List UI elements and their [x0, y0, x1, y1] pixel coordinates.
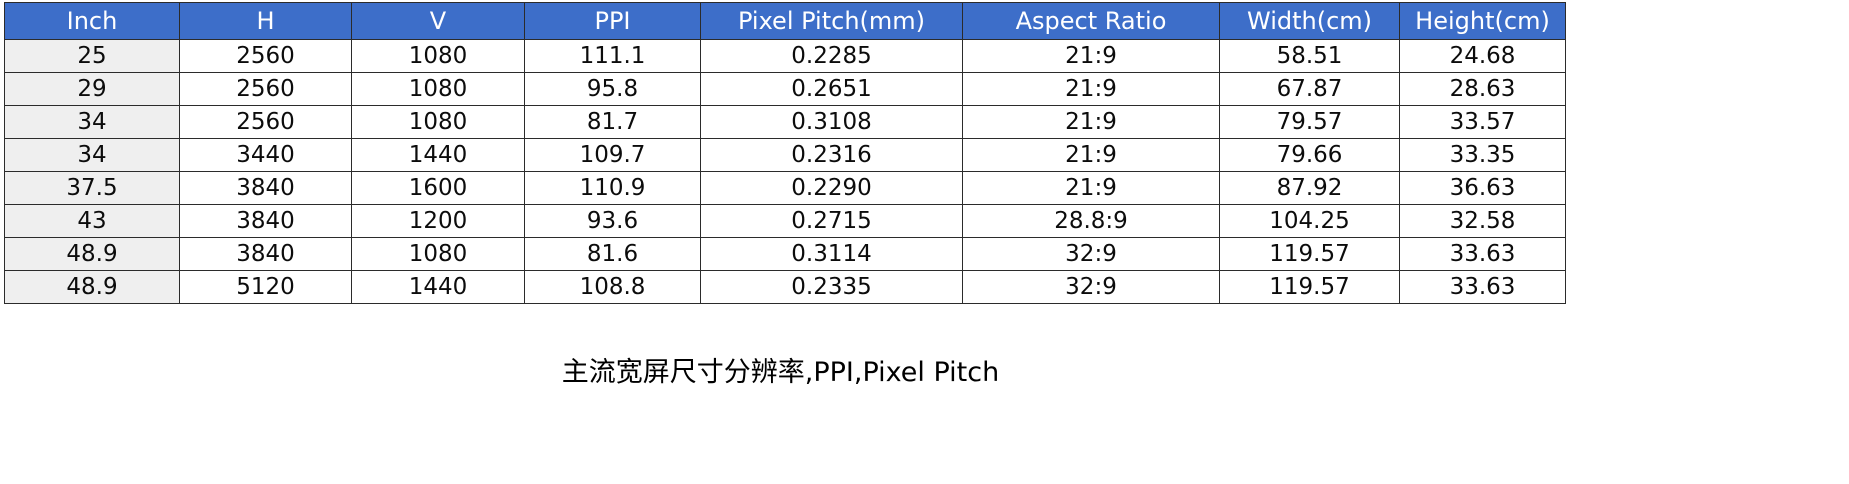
monitor-spec-table: Inch H V PPI Pixel Pitch(mm) Aspect Rati…	[4, 2, 1566, 304]
cell-pixel-pitch: 0.2316	[700, 138, 963, 172]
table-row: 34 3440 1440 109.7 0.2316 21:9 79.66 33.…	[4, 138, 1566, 172]
cell-h: 3440	[179, 138, 352, 172]
cell-pixel-pitch: 0.2290	[700, 171, 963, 205]
cell-aspect-ratio: 32:9	[962, 270, 1220, 304]
cell-pixel-pitch: 0.2335	[700, 270, 963, 304]
table-caption: 主流宽屏尺寸分辨率,PPI,Pixel Pitch	[561, 357, 1000, 388]
cell-aspect-ratio: 21:9	[962, 105, 1220, 139]
table-row: 25 2560 1080 111.1 0.2285 21:9 58.51 24.…	[4, 39, 1566, 73]
cell-h: 2560	[179, 105, 352, 139]
cell-pixel-pitch: 0.2651	[700, 72, 963, 106]
cell-v: 1080	[351, 237, 525, 271]
cell-inch: 25	[4, 39, 180, 73]
column-header-height-cm: Height(cm)	[1399, 2, 1566, 40]
cell-pixel-pitch: 0.3108	[700, 105, 963, 139]
cell-inch: 29	[4, 72, 180, 106]
cell-inch: 34	[4, 138, 180, 172]
column-header-inch: Inch	[4, 2, 180, 40]
cell-ppi: 110.9	[524, 171, 701, 205]
cell-height-cm: 24.68	[1399, 39, 1566, 73]
cell-height-cm: 33.35	[1399, 138, 1566, 172]
cell-aspect-ratio: 21:9	[962, 171, 1220, 205]
cell-inch: 37.5	[4, 171, 180, 205]
cell-h: 3840	[179, 171, 352, 205]
cell-h: 3840	[179, 204, 352, 238]
cell-v: 1200	[351, 204, 525, 238]
cell-inch: 43	[4, 204, 180, 238]
cell-aspect-ratio: 32:9	[962, 237, 1220, 271]
table-row: 37.5 3840 1600 110.9 0.2290 21:9 87.92 3…	[4, 171, 1566, 205]
cell-ppi: 95.8	[524, 72, 701, 106]
cell-width-cm: 58.51	[1219, 39, 1400, 73]
cell-width-cm: 87.92	[1219, 171, 1400, 205]
cell-aspect-ratio: 28.8:9	[962, 204, 1220, 238]
cell-height-cm: 33.63	[1399, 270, 1566, 304]
cell-h: 2560	[179, 39, 352, 73]
cell-inch: 34	[4, 105, 180, 139]
cell-v: 1600	[351, 171, 525, 205]
table-row: 43 3840 1200 93.6 0.2715 28.8:9 104.25 3…	[4, 204, 1566, 238]
cell-v: 1440	[351, 270, 525, 304]
column-header-aspect-ratio: Aspect Ratio	[962, 2, 1220, 40]
cell-height-cm: 36.63	[1399, 171, 1566, 205]
column-header-pixel-pitch: Pixel Pitch(mm)	[700, 2, 963, 40]
cell-height-cm: 32.58	[1399, 204, 1566, 238]
cell-ppi: 81.7	[524, 105, 701, 139]
column-header-v: V	[351, 2, 525, 40]
cell-height-cm: 28.63	[1399, 72, 1566, 106]
cell-width-cm: 79.57	[1219, 105, 1400, 139]
table-header-row: Inch H V PPI Pixel Pitch(mm) Aspect Rati…	[4, 2, 1566, 40]
cell-ppi: 108.8	[524, 270, 701, 304]
cell-pixel-pitch: 0.2285	[700, 39, 963, 73]
table-row: 48.9 5120 1440 108.8 0.2335 32:9 119.57 …	[4, 270, 1566, 304]
cell-ppi: 109.7	[524, 138, 701, 172]
cell-aspect-ratio: 21:9	[962, 72, 1220, 106]
column-header-ppi: PPI	[524, 2, 701, 40]
cell-v: 1080	[351, 72, 525, 106]
cell-v: 1080	[351, 39, 525, 73]
cell-pixel-pitch: 0.2715	[700, 204, 963, 238]
cell-width-cm: 119.57	[1219, 270, 1400, 304]
table-row: 48.9 3840 1080 81.6 0.3114 32:9 119.57 3…	[4, 237, 1566, 271]
cell-h: 3840	[179, 237, 352, 271]
cell-ppi: 111.1	[524, 39, 701, 73]
cell-width-cm: 104.25	[1219, 204, 1400, 238]
cell-v: 1080	[351, 105, 525, 139]
cell-aspect-ratio: 21:9	[962, 138, 1220, 172]
cell-width-cm: 79.66	[1219, 138, 1400, 172]
column-header-h: H	[179, 2, 352, 40]
cell-width-cm: 119.57	[1219, 237, 1400, 271]
cell-ppi: 93.6	[524, 204, 701, 238]
column-header-width-cm: Width(cm)	[1219, 2, 1400, 40]
cell-width-cm: 67.87	[1219, 72, 1400, 106]
cell-inch: 48.9	[4, 270, 180, 304]
table-row: 29 2560 1080 95.8 0.2651 21:9 67.87 28.6…	[4, 72, 1566, 106]
cell-height-cm: 33.63	[1399, 237, 1566, 271]
cell-h: 5120	[179, 270, 352, 304]
cell-h: 2560	[179, 72, 352, 106]
cell-aspect-ratio: 21:9	[962, 39, 1220, 73]
cell-v: 1440	[351, 138, 525, 172]
table-row: 34 2560 1080 81.7 0.3108 21:9 79.57 33.5…	[4, 105, 1566, 139]
cell-pixel-pitch: 0.3114	[700, 237, 963, 271]
cell-inch: 48.9	[4, 237, 180, 271]
cell-ppi: 81.6	[524, 237, 701, 271]
cell-height-cm: 33.57	[1399, 105, 1566, 139]
